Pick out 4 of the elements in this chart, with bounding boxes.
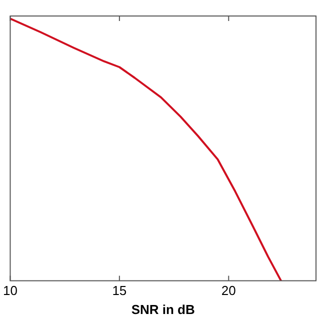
x-tick-label: 15: [112, 283, 127, 298]
x-axis-title: SNR in dB: [131, 302, 195, 317]
x-tick-label: 20: [221, 283, 236, 298]
x-tick-label: 10: [2, 283, 18, 298]
